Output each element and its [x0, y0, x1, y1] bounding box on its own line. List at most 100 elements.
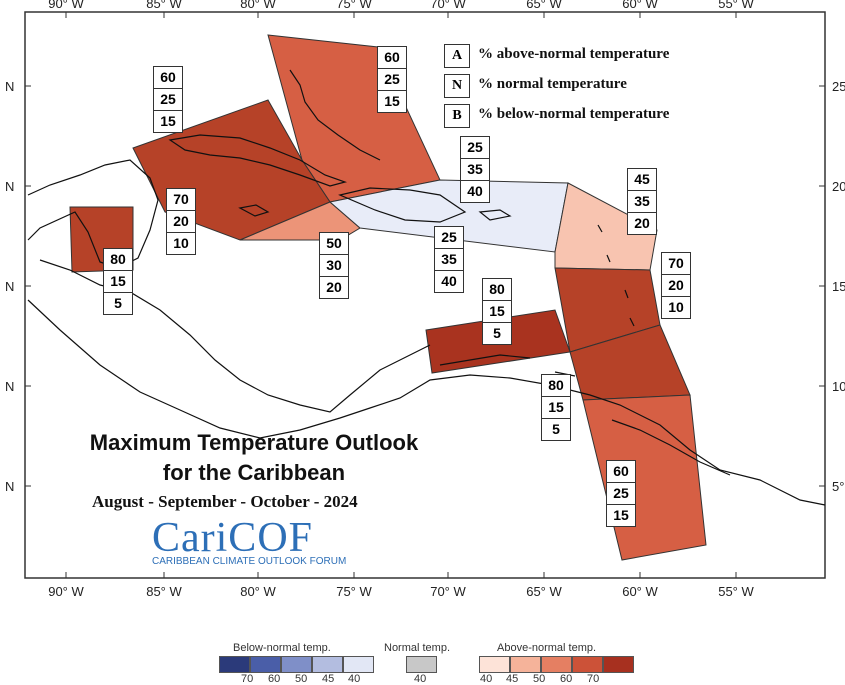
- coastlines: [27, 69, 826, 506]
- legend-below-swatch: [250, 656, 281, 673]
- legend-above-swatch: [603, 656, 634, 673]
- prob-normal: 15: [104, 271, 132, 293]
- prob-box-hispaniola-north: 25 35 40: [460, 136, 490, 203]
- prob-above: 60: [378, 47, 406, 69]
- prob-above: 60: [607, 461, 635, 483]
- caricof-logo-subtitle: CARIBBEAN CLIMATE OUTLOOK FORUM: [152, 556, 347, 567]
- prob-below: 20: [634, 215, 650, 231]
- legend-below-swatch: [219, 656, 250, 673]
- season-label: August - September - October - 2024: [92, 492, 358, 511]
- legend-above-tick: 50: [533, 673, 546, 685]
- legend-above-caption: Above-normal temp.: [497, 642, 597, 654]
- prob-below: 15: [613, 507, 629, 523]
- prob-normal: 15: [542, 397, 570, 419]
- key-text-normal: % normal temperature: [478, 76, 627, 92]
- lon-label-bottom: 55° W: [718, 584, 754, 599]
- legend-above-tick: 45: [506, 673, 519, 685]
- key-letter-a: A: [444, 44, 470, 68]
- lon-label-top: 80° W: [240, 0, 276, 11]
- prob-below: 40: [467, 183, 483, 199]
- legend-above-tick: 70: [587, 673, 600, 685]
- lat-label-right: 25°: [832, 79, 845, 94]
- lon-label-bottom: 75° W: [336, 584, 372, 599]
- lon-label-bottom: 80° W: [240, 584, 276, 599]
- legend-normal-tick: 40: [414, 673, 427, 685]
- prob-above: 80: [483, 279, 511, 301]
- lat-label-right: 10°: [832, 379, 845, 394]
- prob-below: 10: [668, 299, 684, 315]
- legend-below-tick: 70: [241, 673, 254, 685]
- prob-above: 70: [167, 189, 195, 211]
- legend-above-swatch: [510, 656, 541, 673]
- prob-normal: 20: [662, 275, 690, 297]
- legend-above-swatch: [572, 656, 603, 673]
- prob-normal: 15: [483, 301, 511, 323]
- key-text-below: % below-normal temperature: [478, 106, 670, 122]
- prob-normal: 25: [378, 69, 406, 91]
- lon-label-top: 55° W: [718, 0, 754, 11]
- prob-above: 70: [662, 253, 690, 275]
- prob-below: 15: [160, 113, 176, 129]
- key-text-above: % above-normal temperature: [478, 46, 670, 62]
- lat-label-left: N: [5, 79, 14, 94]
- legend-below-swatch: [312, 656, 343, 673]
- prob-box-windward: 70 20 10: [661, 252, 691, 319]
- lon-label-top: 60° W: [622, 0, 658, 11]
- legend-above-tick: 60: [560, 673, 573, 685]
- lon-label-top: 65° W: [526, 0, 562, 11]
- map-title-line1: Maximum Temperature Outlook: [89, 430, 419, 455]
- prob-above: 25: [461, 137, 489, 159]
- outlook-map: 90° W 90° W 85° W 85° W 80° W 80° W 75° W 75° W…: [5, 0, 845, 599]
- prob-below: 5: [493, 325, 501, 341]
- map-title-line2: for the Caribbean: [162, 460, 346, 485]
- prob-normal: 20: [167, 211, 195, 233]
- prob-box-guianas: 60 25 15: [606, 460, 636, 527]
- caricof-logo: CariCOF: [152, 515, 314, 561]
- prob-box-belize: 80 15 5: [103, 248, 133, 315]
- prob-above: 25: [435, 227, 463, 249]
- lat-label-right: 5°: [832, 479, 844, 494]
- legend-normal-caption: Normal temp.: [384, 642, 451, 654]
- lat-label-right: 20°: [832, 179, 845, 194]
- legend-above-swatch: [479, 656, 510, 673]
- legend-normal-swatch: [406, 656, 437, 673]
- legend-below-tick: 60: [268, 673, 281, 685]
- legend-above-tick: 40: [480, 673, 493, 685]
- prob-above: 80: [542, 375, 570, 397]
- legend-below-swatch: [343, 656, 374, 673]
- prob-above: 80: [104, 249, 132, 271]
- lat-label-left: N: [5, 179, 14, 194]
- key-letter-b: B: [444, 104, 470, 128]
- lat-label-left: N: [5, 279, 14, 294]
- prob-box-cuba-south: 70 20 10: [166, 188, 196, 255]
- prob-below: 15: [384, 93, 400, 109]
- lon-label-bottom: 85° W: [146, 584, 182, 599]
- legend-below-tick: 40: [348, 673, 361, 685]
- lat-label-left: N: [5, 479, 14, 494]
- prob-normal: 35: [435, 249, 463, 271]
- lon-label-top: 90° W: [48, 0, 84, 11]
- lon-label-top: 70° W: [430, 0, 466, 11]
- lat-label-right: 15°: [832, 279, 845, 294]
- latitude-ticks: N 25° N 20° N 15° N 10° N 5°: [5, 79, 845, 494]
- lon-label-bottom: 60° W: [622, 584, 658, 599]
- legend-below-tick: 50: [295, 673, 308, 685]
- prob-above: 50: [320, 233, 348, 255]
- prob-above: 45: [628, 169, 656, 191]
- legend-below-caption: Below-normal temp.: [233, 642, 331, 654]
- lon-label-top: 85° W: [146, 0, 182, 11]
- prob-normal: 30: [320, 255, 348, 277]
- lon-label-top: 75° W: [336, 0, 372, 11]
- prob-below: 20: [326, 279, 342, 295]
- legend-below-tick: 45: [322, 673, 335, 685]
- prob-normal: 25: [154, 89, 182, 111]
- prob-box-leeward: 45 35 20: [627, 168, 657, 235]
- prob-box-abc: 80 15 5: [482, 278, 512, 345]
- lon-label-bottom: 90° W: [48, 584, 84, 599]
- legend-below-swatch: [281, 656, 312, 673]
- prob-below: 10: [173, 235, 189, 251]
- lat-label-left: N: [5, 379, 14, 394]
- prob-box-bahamas: 60 25 15: [377, 46, 407, 113]
- key-letter-n: N: [444, 74, 470, 98]
- prob-normal: 25: [607, 483, 635, 505]
